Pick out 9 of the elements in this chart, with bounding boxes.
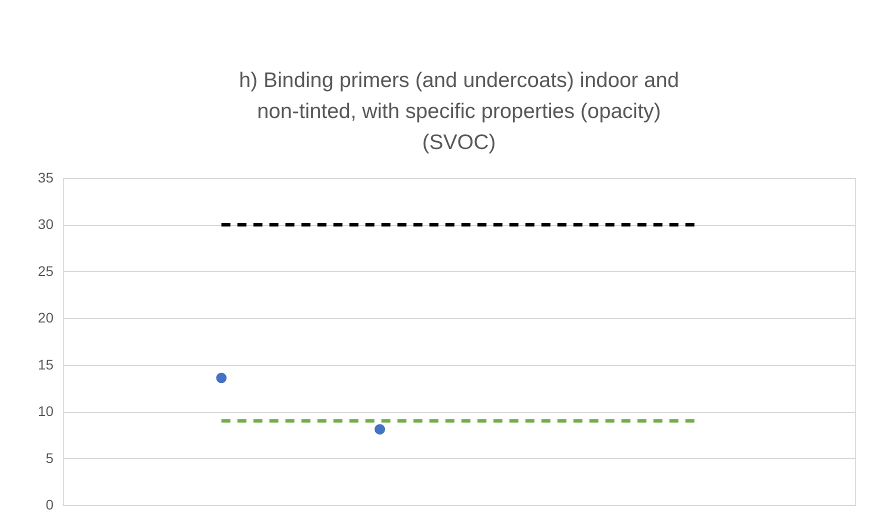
y-tick-label: 5 [46,450,54,466]
y-tick-label: 10 [38,403,54,420]
y-tick-label: 0 [46,496,54,512]
chart-title: h) Binding primers (and undercoats) indoor and non-tinted, with specific properties (opacity) (SVOC) [238,69,680,154]
y-tick-label: 20 [38,310,54,326]
y-tick-label: 35 [38,170,54,186]
y-tick-label: 25 [38,262,54,279]
y-tick-label: 15 [38,356,54,372]
y-tick-label: 30 [38,216,54,232]
